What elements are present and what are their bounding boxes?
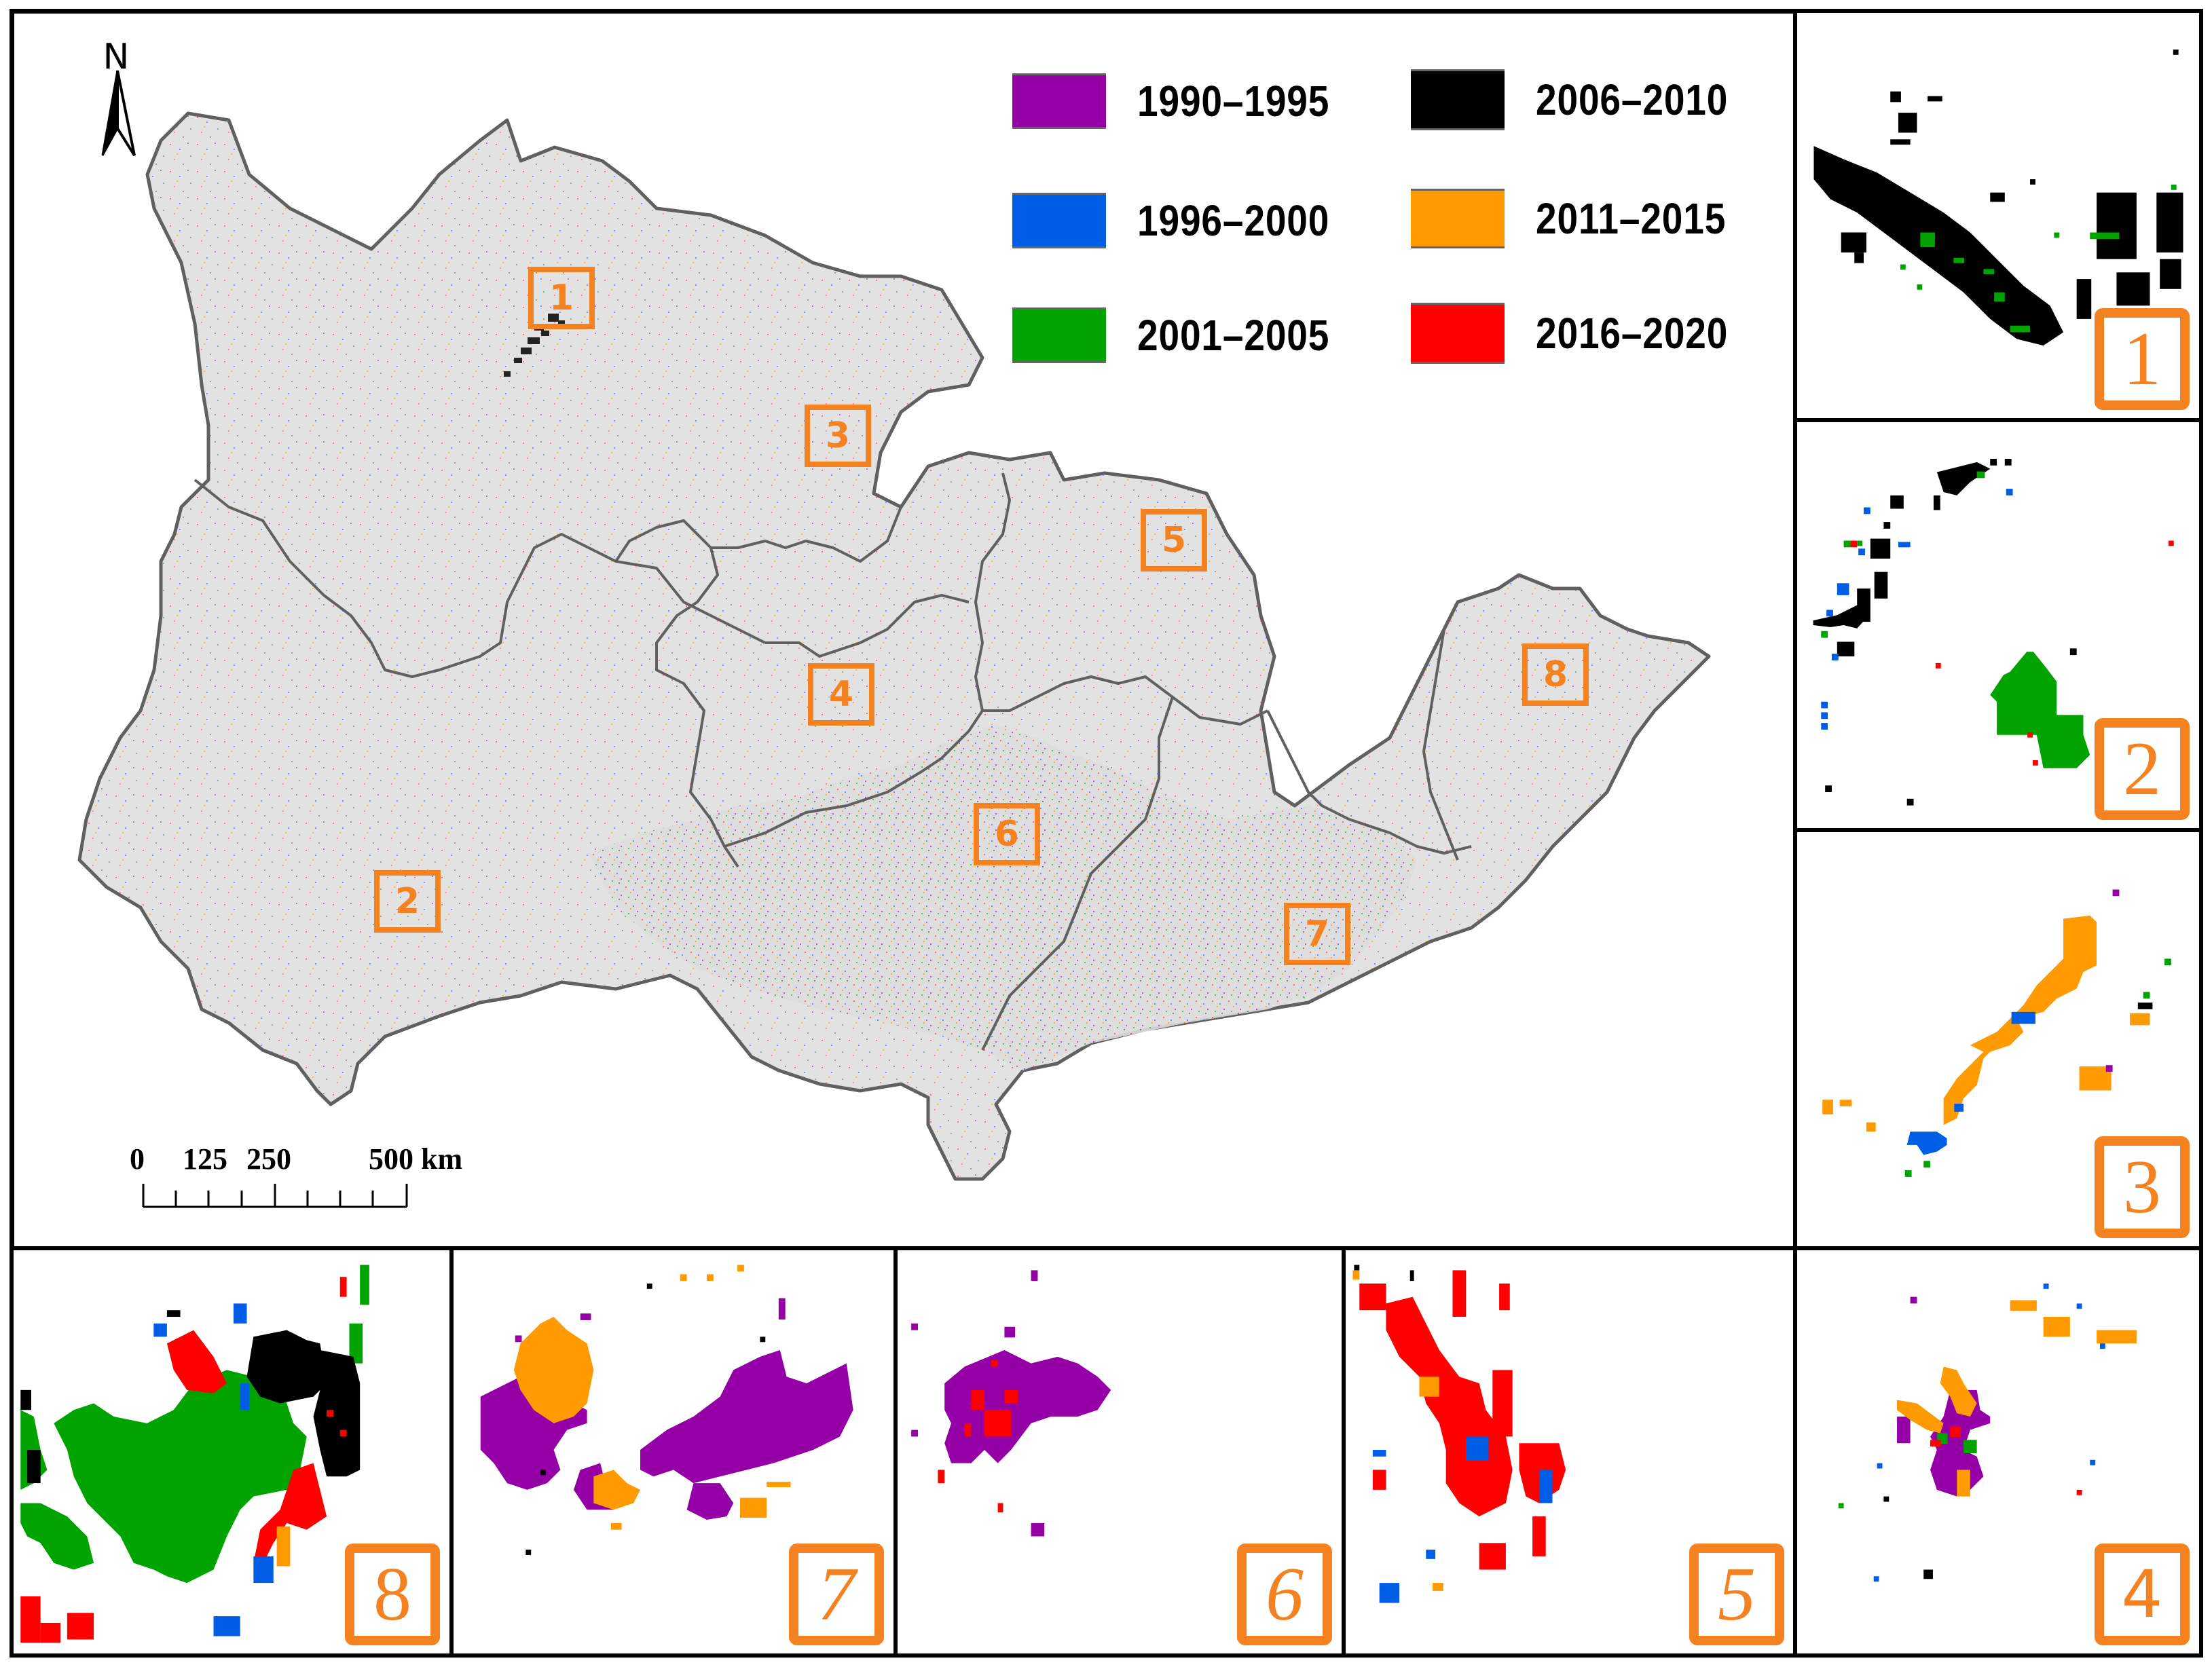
scale-bar: 0 125 250 500 km xyxy=(130,1139,605,1220)
inset-3-raster xyxy=(1822,889,2171,1177)
inset-label-8: 8 xyxy=(345,1544,440,1645)
legend-item-1996-2000: 1996–2000 xyxy=(1012,193,1361,248)
inset-label-4: 4 xyxy=(2095,1544,2190,1645)
north-arrow: N xyxy=(82,37,150,172)
legend-swatch xyxy=(1012,73,1106,129)
inset-label-5: 5 xyxy=(1689,1544,1784,1645)
north-arrow-icon xyxy=(101,70,136,157)
inset-panel-6: 6 xyxy=(893,1246,1346,1658)
inset-5-raster xyxy=(1352,1265,1566,1603)
southern-dense-area xyxy=(589,724,1417,1070)
scale-label-250: 250 xyxy=(246,1142,291,1176)
inset-2-raster xyxy=(1813,458,2174,806)
inset-panel-3: 3 xyxy=(1793,828,2203,1250)
legend-item-1990-1995: 1990–1995 xyxy=(1012,73,1361,129)
scale-bar-graphic xyxy=(142,1184,408,1208)
inset-panel-7: 7 xyxy=(449,1246,898,1658)
legend-item-2016-2020: 2016–2020 xyxy=(1411,303,1759,364)
legend-swatch xyxy=(1411,69,1505,130)
inset-label-2: 2 xyxy=(2095,718,2190,820)
main-map-panel: N 1990–1995 1996–2000 2001–2005 2006–201… xyxy=(10,9,1798,1252)
map-marker-5[interactable]: 5 xyxy=(1141,509,1207,572)
legend-swatch xyxy=(1012,307,1106,363)
map-marker-8[interactable]: 8 xyxy=(1522,643,1589,706)
legend-label: 2001–2005 xyxy=(1137,311,1330,360)
inset-6-raster xyxy=(911,1270,1111,1537)
inset-panel-1: 1 xyxy=(1793,9,2203,422)
inset-1-raster xyxy=(1813,49,2183,346)
legend-label: 1996–2000 xyxy=(1137,196,1330,245)
legend-label: 2011–2015 xyxy=(1536,194,1727,243)
map-marker-6[interactable]: 6 xyxy=(974,803,1040,865)
legend-swatch xyxy=(1411,189,1505,248)
legend: 1990–1995 1996–2000 2001–2005 2006–2010 … xyxy=(1012,69,1800,386)
legend-item-2011-2015: 2011–2015 xyxy=(1411,189,1757,248)
inset-panel-2: 2 xyxy=(1793,418,2203,832)
map-marker-3[interactable]: 3 xyxy=(805,405,871,467)
inset-4-raster xyxy=(1838,1284,2137,1582)
inset-7-raster xyxy=(480,1265,853,1555)
inset-panel-4: 4 xyxy=(1793,1246,2203,1658)
map-marker-1[interactable]: 1 xyxy=(528,267,595,329)
legend-swatch xyxy=(1411,303,1505,364)
legend-item-2001-2005: 2001–2005 xyxy=(1012,307,1361,363)
inset-label-7: 7 xyxy=(789,1544,884,1645)
scale-label-0: 0 xyxy=(130,1142,145,1176)
legend-swatch xyxy=(1012,193,1106,248)
inset-label-3: 3 xyxy=(2095,1136,2190,1238)
map-marker-2[interactable]: 2 xyxy=(374,870,441,933)
inset-label-1: 1 xyxy=(2095,308,2190,410)
inset-panel-5: 5 xyxy=(1342,1246,1798,1658)
legend-label: 2016–2020 xyxy=(1536,309,1729,358)
inset-8-raster xyxy=(20,1265,369,1643)
legend-label: 1990–1995 xyxy=(1137,77,1330,126)
scale-label-125: 125 xyxy=(183,1142,227,1176)
legend-label: 2006–2010 xyxy=(1536,75,1729,124)
legend-item-2006-2010: 2006–2010 xyxy=(1411,69,1759,130)
map-marker-4[interactable]: 4 xyxy=(808,663,874,726)
scale-label-500: 500 km xyxy=(369,1142,463,1176)
province-boundaries xyxy=(193,472,1472,1051)
map-marker-7[interactable]: 7 xyxy=(1284,903,1350,965)
inset-panel-8: 8 xyxy=(10,1246,454,1658)
inset-label-6: 6 xyxy=(1237,1544,1332,1645)
study-area-map xyxy=(77,111,1711,1181)
